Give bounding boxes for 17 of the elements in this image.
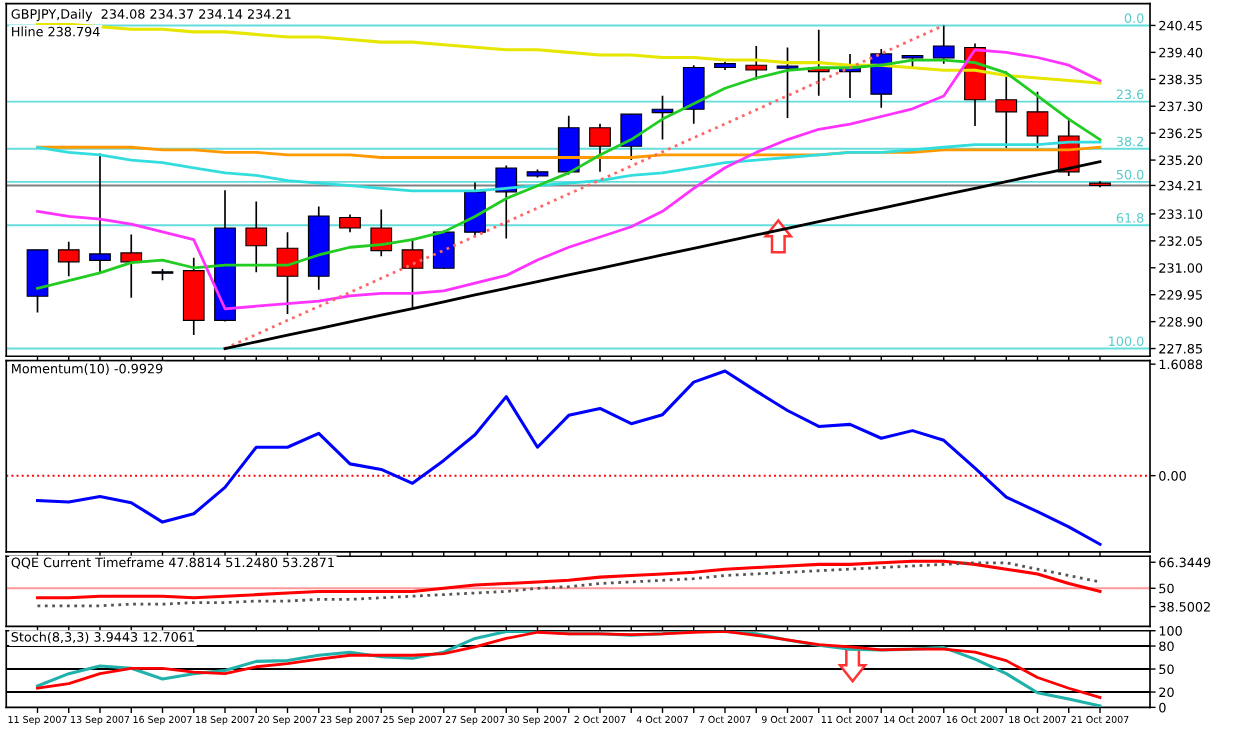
candlestick [401,237,424,310]
candlestick [57,241,80,278]
candlestick [682,64,705,125]
candlestick [26,248,49,314]
candlestick [1026,91,1049,149]
candlestick [245,200,268,273]
candlestick [120,233,143,299]
line-series [36,561,1102,608]
candlestick [776,46,799,119]
candlestick [495,164,518,240]
line-series [35,559,1102,600]
candlestick [932,24,955,65]
line-series [223,24,946,350]
candlestick [870,48,893,109]
candlestick [89,152,111,273]
candlestick [589,122,611,173]
candlestick [745,45,768,81]
